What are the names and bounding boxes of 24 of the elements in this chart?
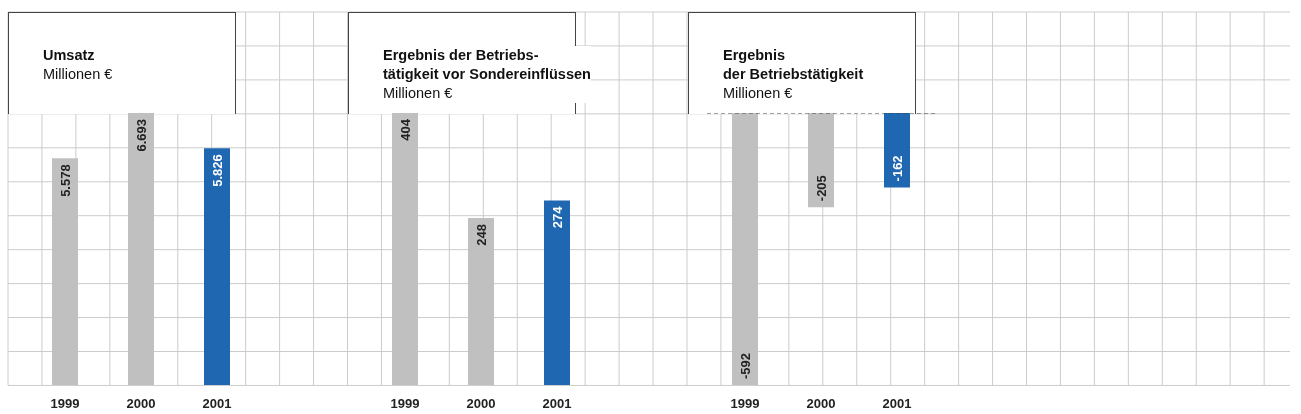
data-label: 6.693 xyxy=(134,119,149,152)
chart-title: Ergebnis der Betriebstätigkeit xyxy=(723,46,864,84)
x-tick-label: 2001 xyxy=(542,396,572,412)
chart-title: Ergebnis der Betriebs- tätigkeit vor Sondereinflüssen xyxy=(383,46,591,84)
chart-title: Umsatz xyxy=(43,46,96,65)
x-tick-label: 1999 xyxy=(50,396,80,412)
x-tick-label: 1999 xyxy=(390,396,420,412)
data-label: 5.578 xyxy=(58,164,73,197)
x-tick-label: 1999 xyxy=(730,396,760,412)
data-label: 5.826 xyxy=(210,154,225,187)
data-label: -592 xyxy=(738,352,753,379)
x-tick-label: 2001 xyxy=(202,396,232,412)
chart-subtitle: Millionen € xyxy=(43,65,113,84)
x-tick-label: 2000 xyxy=(806,396,836,412)
data-label: 404 xyxy=(398,118,413,141)
x-tick-label: 2000 xyxy=(126,396,156,412)
x-tick-label: 2001 xyxy=(882,396,912,412)
chart-subtitle: Millionen € xyxy=(723,84,794,103)
x-tick-label: 2000 xyxy=(466,396,496,412)
data-label: 274 xyxy=(550,205,565,229)
data-label: -205 xyxy=(814,175,829,202)
data-label: 248 xyxy=(474,224,489,246)
chart-subtitle: Millionen € xyxy=(383,84,454,103)
data-label: -162 xyxy=(890,155,905,182)
